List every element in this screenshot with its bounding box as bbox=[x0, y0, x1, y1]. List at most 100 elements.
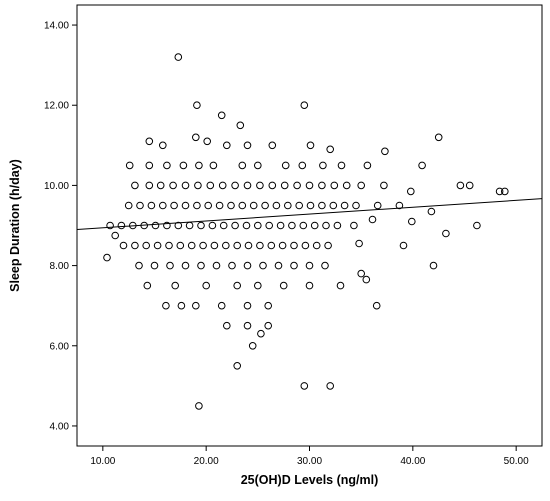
data-point bbox=[209, 161, 218, 170]
data-point bbox=[495, 187, 504, 196]
data-point bbox=[434, 133, 443, 142]
data-point bbox=[368, 215, 377, 224]
data-point bbox=[280, 181, 289, 190]
y-tick-label: 10.00 bbox=[44, 181, 69, 192]
data-point bbox=[318, 201, 326, 210]
data-point bbox=[407, 187, 415, 196]
data-point bbox=[179, 161, 188, 170]
data-point bbox=[142, 241, 150, 250]
data-point bbox=[326, 382, 335, 390]
data-point bbox=[298, 161, 307, 170]
x-tick-label: 10.00 bbox=[90, 456, 115, 467]
data-point bbox=[145, 181, 154, 190]
data-point bbox=[174, 53, 183, 61]
x-tick-label: 50.00 bbox=[504, 456, 529, 467]
data-point bbox=[117, 221, 126, 230]
data-point bbox=[170, 201, 178, 210]
data-point bbox=[206, 181, 215, 190]
data-point bbox=[150, 261, 159, 270]
data-point bbox=[197, 261, 205, 270]
data-point bbox=[181, 201, 190, 210]
data-point bbox=[236, 121, 245, 130]
data-point bbox=[395, 201, 404, 210]
data-point bbox=[159, 141, 167, 150]
data-point bbox=[290, 241, 298, 250]
data-point bbox=[288, 221, 296, 230]
data-point bbox=[238, 201, 247, 210]
data-point bbox=[267, 241, 276, 250]
data-point bbox=[312, 241, 321, 250]
data-point bbox=[256, 241, 264, 250]
data-point bbox=[305, 181, 314, 190]
data-point bbox=[340, 201, 349, 210]
data-point bbox=[408, 217, 416, 226]
plot-area bbox=[76, 4, 543, 447]
data-point bbox=[290, 261, 298, 270]
data-point bbox=[233, 281, 241, 290]
data-point bbox=[217, 301, 226, 310]
data-point bbox=[276, 221, 285, 230]
data-point bbox=[215, 201, 224, 210]
data-point bbox=[300, 382, 309, 390]
data-point bbox=[231, 221, 239, 230]
data-point bbox=[222, 241, 230, 250]
data-point bbox=[310, 221, 319, 230]
data-point bbox=[119, 241, 128, 250]
data-point bbox=[153, 241, 162, 250]
x-tick-label: 40.00 bbox=[400, 456, 425, 467]
data-point bbox=[174, 221, 183, 230]
data-point bbox=[293, 181, 301, 190]
data-point bbox=[228, 261, 236, 270]
data-point bbox=[177, 301, 186, 310]
data-point bbox=[333, 221, 342, 230]
x-axis: 10.00 20.00 30.00 40.00 50.00 bbox=[90, 446, 529, 467]
data-point bbox=[299, 221, 308, 230]
data-point bbox=[456, 181, 465, 190]
data-point bbox=[261, 201, 269, 210]
data-point bbox=[243, 301, 252, 310]
x-axis-title: 25(OH)D Levels (ng/ml) bbox=[241, 473, 379, 487]
x-tick-label: 20.00 bbox=[194, 456, 219, 467]
data-point bbox=[181, 181, 190, 190]
data-point bbox=[259, 261, 267, 270]
data-point bbox=[131, 181, 139, 190]
data-point bbox=[427, 207, 436, 216]
fit-line bbox=[76, 198, 543, 231]
data-point bbox=[163, 221, 171, 230]
data-point bbox=[192, 133, 200, 142]
data-point bbox=[265, 221, 274, 230]
data-point bbox=[163, 161, 171, 170]
data-point bbox=[151, 221, 160, 230]
data-point bbox=[306, 201, 315, 210]
data-point bbox=[442, 229, 450, 238]
data-point bbox=[218, 181, 227, 190]
data-point bbox=[187, 241, 196, 250]
data-point bbox=[279, 281, 288, 290]
data-point bbox=[295, 201, 304, 210]
data-point bbox=[301, 241, 310, 250]
data-point bbox=[264, 301, 273, 310]
data-point bbox=[342, 181, 351, 190]
data-point bbox=[243, 321, 252, 330]
data-point bbox=[321, 261, 329, 270]
data-point bbox=[399, 241, 408, 250]
data-point bbox=[166, 261, 174, 270]
data-point bbox=[243, 261, 252, 270]
data-point bbox=[181, 261, 190, 270]
data-point bbox=[268, 141, 277, 150]
data-point bbox=[165, 241, 173, 250]
y-tick-label: 14.00 bbox=[44, 21, 69, 32]
data-point bbox=[256, 181, 264, 190]
data-point bbox=[195, 161, 203, 170]
data-point bbox=[300, 101, 309, 109]
data-point bbox=[193, 201, 201, 210]
data-point bbox=[268, 181, 277, 190]
data-point bbox=[319, 161, 327, 170]
data-point bbox=[171, 281, 179, 290]
data-point bbox=[253, 161, 262, 170]
data-point bbox=[305, 261, 314, 270]
data-point bbox=[324, 241, 332, 250]
data-point bbox=[305, 281, 314, 290]
data-point bbox=[306, 141, 315, 150]
data-point bbox=[147, 201, 156, 210]
